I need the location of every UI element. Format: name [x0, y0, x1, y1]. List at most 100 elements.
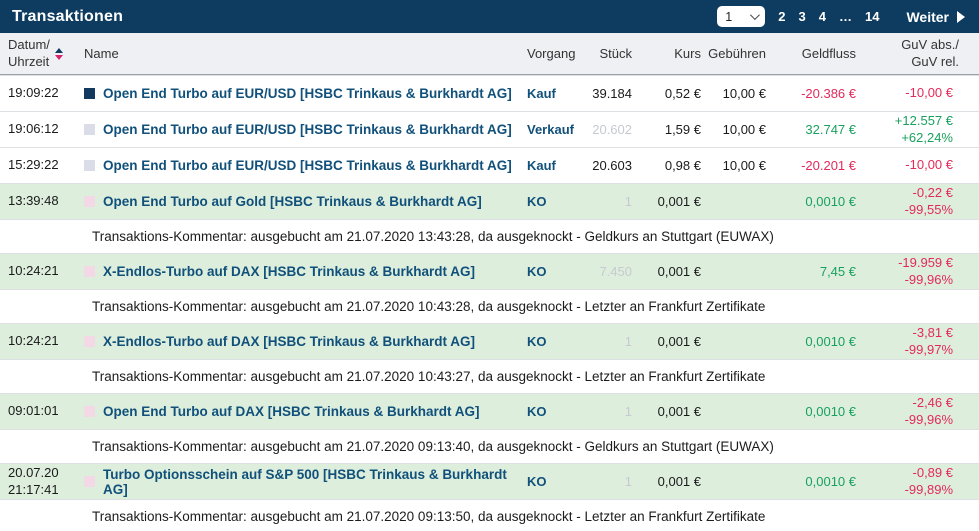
cell-stueck: 7.450	[599, 264, 632, 279]
column-header-row: Datum/ Uhrzeit Name Vorgang Stück Kurs G…	[0, 33, 979, 75]
table-row: 19:06:12 Open End Turbo auf EUR/USD [HSB…	[0, 111, 979, 147]
next-page-label: Weiter	[906, 8, 949, 25]
cell-stueck: 20.603	[592, 158, 632, 173]
cell-guv: -19.959 € -99,96%	[898, 255, 953, 287]
cell-geldfluss: -20.386 €	[801, 86, 856, 101]
page-title: Transaktionen	[12, 7, 124, 25]
cell-kurs: 0,52 €	[664, 86, 701, 101]
chevron-down-icon	[750, 10, 761, 21]
cell-geldfluss: 0,0010 €	[805, 474, 856, 489]
cell-geldfluss: 0,0010 €	[805, 404, 856, 419]
sort-icon[interactable]	[54, 47, 63, 60]
cell-vorgang: KO	[527, 334, 547, 349]
cell-geldfluss: -20.201 €	[801, 158, 856, 173]
instrument-square-icon	[84, 336, 95, 347]
page-select[interactable]: 1	[717, 6, 766, 27]
cell-stueck: 39.184	[592, 86, 632, 101]
pagination: 1 2 3 4 … 14 Weiter	[717, 6, 965, 27]
cell-guv: -3,81 € -99,97%	[904, 325, 953, 357]
column-header-gebuehren: Gebühren	[708, 46, 766, 61]
instrument-square-icon	[84, 160, 95, 171]
cell-vorgang: KO	[527, 264, 547, 279]
page-link-2[interactable]: 2	[778, 9, 786, 24]
cell-guv: -0,22 € -99,55%	[904, 185, 953, 217]
cell-vorgang: KO	[527, 194, 547, 209]
cell-kurs: 0,001 €	[657, 404, 701, 419]
column-header-datum[interactable]: Datum/ Uhrzeit	[0, 37, 78, 71]
instrument-square-icon	[84, 266, 95, 277]
instrument-link[interactable]: Open End Turbo auf EUR/USD [HSBC Trinkau…	[103, 122, 512, 137]
cell-geldfluss: 0,0010 €	[805, 334, 856, 349]
cell-stueck: 20.602	[592, 122, 632, 137]
cell-gebuehren: 10,00 €	[722, 158, 766, 173]
cell-guv: -2,46 € -99,96%	[904, 395, 953, 427]
instrument-square-icon	[84, 406, 95, 417]
column-header-guv: GuV abs./ GuV rel.	[856, 37, 979, 70]
cell-guv: +12.557 € +62,24%	[894, 113, 953, 145]
column-header-vorgang: Vorgang	[527, 46, 576, 61]
cell-kurs: 0,001 €	[657, 474, 701, 489]
column-header-stueck: Stück	[599, 46, 632, 61]
cell-geldfluss: 32.747 €	[805, 122, 856, 137]
cell-kurs: 0,001 €	[657, 194, 701, 209]
cell-datetime: 19:06:12	[8, 121, 59, 137]
instrument-link[interactable]: Open End Turbo auf EUR/USD [HSBC Trinkau…	[103, 158, 512, 173]
cell-datetime: 10:24:21	[8, 333, 59, 349]
cell-kurs: 1,59 €	[664, 122, 701, 137]
instrument-square-icon	[84, 124, 95, 135]
instrument-link[interactable]: Open End Turbo auf DAX [HSBC Trinkaus & …	[103, 404, 480, 419]
instrument-link[interactable]: X-Endlos-Turbo auf DAX [HSBC Trinkaus & …	[103, 264, 476, 279]
transaction-comment: Transaktions-Kommentar: ausgebucht am 21…	[0, 359, 979, 393]
arrow-right-icon	[957, 10, 965, 23]
instrument-link[interactable]: Open End Turbo auf Gold [HSBC Trinkaus &…	[103, 194, 482, 209]
page-select-value: 1	[725, 9, 733, 24]
table-row: 13:39:48 Open End Turbo auf Gold [HSBC T…	[0, 183, 979, 219]
page-link-14[interactable]: 14	[864, 9, 880, 24]
cell-kurs: 0,001 €	[657, 334, 701, 349]
cell-stueck: 1	[624, 474, 632, 489]
table-row: 19:09:22 Open End Turbo auf EUR/USD [HSB…	[0, 75, 979, 111]
cell-stueck: 1	[624, 194, 632, 209]
instrument-link[interactable]: Turbo Optionsschein auf S&P 500 [HSBC Tr…	[103, 466, 507, 497]
cell-datetime: 19:09:22	[8, 85, 59, 101]
instrument-link[interactable]: X-Endlos-Turbo auf DAX [HSBC Trinkaus & …	[103, 334, 476, 349]
sort-down-icon	[54, 54, 63, 60]
column-label-guv-line2: GuV rel.	[911, 53, 959, 69]
cell-guv: -0,89 € -99,89%	[904, 465, 953, 497]
cell-geldfluss: 7,45 €	[819, 264, 856, 279]
cell-kurs: 0,98 €	[664, 158, 701, 173]
cell-datetime: 09:01:01	[8, 403, 59, 419]
cell-datetime: 20.07.20 21:17:41	[8, 464, 59, 497]
cell-datetime: 13:39:48	[8, 193, 59, 209]
transaction-comment: Transaktions-Kommentar: ausgebucht am 21…	[0, 429, 979, 463]
page-ellipsis: …	[838, 9, 852, 24]
cell-stueck: 1	[624, 334, 632, 349]
sort-up-icon	[54, 47, 63, 53]
cell-datetime: 10:24:21	[8, 263, 59, 279]
transaction-comment: Transaktions-Kommentar: ausgebucht am 21…	[0, 219, 979, 253]
cell-stueck: 1	[624, 404, 632, 419]
cell-vorgang: KO	[527, 474, 547, 489]
page-link-3[interactable]: 3	[798, 9, 806, 24]
page-link-4[interactable]: 4	[818, 9, 826, 24]
table-row: 09:01:01 Open End Turbo auf DAX [HSBC Tr…	[0, 393, 979, 429]
column-label-datum-line2: Uhrzeit	[8, 53, 50, 69]
cell-gebuehren: 10,00 €	[722, 86, 766, 101]
cell-vorgang: Kauf	[527, 86, 556, 101]
transaction-comment: Transaktions-Kommentar: ausgebucht am 21…	[0, 289, 979, 323]
table-row: 10:24:21 X-Endlos-Turbo auf DAX [HSBC Tr…	[0, 253, 979, 289]
column-label-datum-line1: Datum/	[8, 36, 50, 52]
column-header-kurs: Kurs	[674, 46, 701, 61]
cell-kurs: 0,001 €	[657, 264, 701, 279]
titlebar: Transaktionen 1 2 3 4 … 14 Weiter	[0, 0, 979, 33]
cell-guv: -10,00 €	[905, 85, 953, 101]
cell-vorgang: Kauf	[527, 158, 556, 173]
next-page-button[interactable]: Weiter	[906, 9, 965, 25]
column-header-geldfluss: Geldfluss	[801, 46, 856, 61]
cell-gebuehren: 10,00 €	[722, 122, 766, 137]
transaction-comment: Transaktions-Kommentar: ausgebucht am 21…	[0, 499, 979, 531]
instrument-link[interactable]: Open End Turbo auf EUR/USD [HSBC Trinkau…	[103, 86, 512, 101]
column-label-guv-line1: GuV abs./	[901, 37, 959, 53]
instrument-square-icon	[84, 88, 95, 99]
